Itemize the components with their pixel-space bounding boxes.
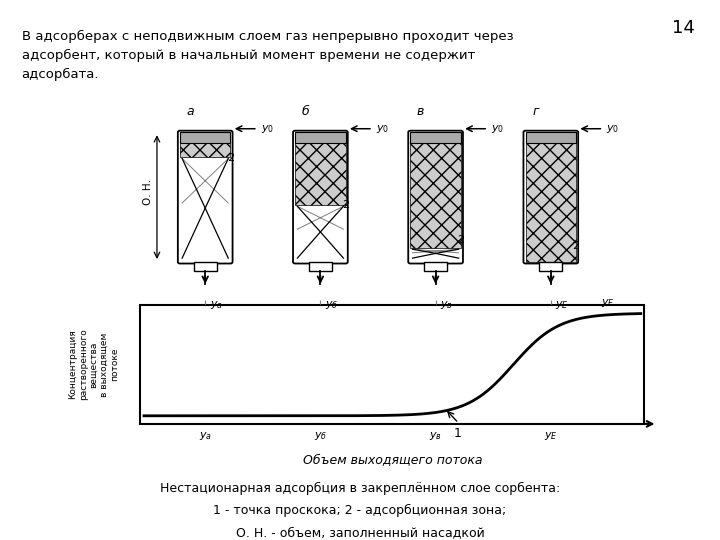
Text: 2: 2 (227, 153, 234, 163)
Text: 2: 2 (572, 241, 580, 251)
Text: 1: 1 (454, 428, 462, 441)
Bar (180, 132, 230, 143)
Bar (539, 262, 562, 271)
Text: 1 - точка проскока; 2 - адсорбционная зона;: 1 - точка проскока; 2 - адсорбционная зо… (213, 504, 507, 517)
Bar (526, 132, 576, 143)
Text: $y_a$: $y_a$ (210, 299, 222, 311)
Text: 14: 14 (672, 19, 695, 37)
Bar (410, 132, 461, 143)
Text: $y_E$: $y_E$ (601, 297, 615, 309)
Bar (295, 132, 346, 143)
FancyBboxPatch shape (178, 131, 233, 264)
Text: $y_б$: $y_б$ (325, 299, 338, 311)
Text: Объем выходящего потока: Объем выходящего потока (302, 454, 482, 467)
Bar (180, 143, 230, 157)
Bar (140, 305, 644, 424)
Text: $y_E$: $y_E$ (544, 430, 558, 442)
Text: $y_a$: $y_a$ (199, 430, 212, 442)
Text: адсорбата.: адсорбата. (22, 68, 99, 80)
Text: адсорбент, который в начальный момент времени не содержит: адсорбент, который в начальный момент вр… (22, 49, 475, 62)
Text: $y_в$: $y_в$ (440, 299, 453, 311)
Bar (295, 143, 346, 205)
Text: В адсорберах с неподвижным слоем газ непрерывно проходит через: В адсорберах с неподвижным слоем газ неп… (22, 30, 513, 43)
Bar (410, 143, 461, 248)
Bar (424, 262, 447, 271)
FancyBboxPatch shape (293, 131, 348, 264)
Bar (410, 132, 461, 143)
Text: Нестационарная адсорбция в закреплённом слое сорбента:: Нестационарная адсорбция в закреплённом … (160, 482, 560, 495)
Text: $y_0$: $y_0$ (261, 123, 274, 135)
Text: $y_Е$: $y_Е$ (555, 299, 569, 311)
Text: а: а (186, 105, 194, 118)
Bar (194, 262, 217, 271)
FancyBboxPatch shape (408, 131, 463, 264)
Text: в: в (417, 105, 424, 118)
Bar (180, 132, 230, 143)
FancyBboxPatch shape (523, 131, 578, 264)
Text: 2: 2 (342, 200, 349, 211)
Bar (309, 262, 332, 271)
Text: О. Н. - объем, заполненный насадкой: О. Н. - объем, заполненный насадкой (235, 526, 485, 539)
Text: $y_0$: $y_0$ (606, 123, 619, 135)
Text: б: б (302, 105, 309, 118)
Text: $y_0$: $y_0$ (491, 123, 504, 135)
Text: г: г (532, 105, 539, 118)
Bar (526, 132, 576, 143)
Text: 2: 2 (457, 235, 464, 245)
Bar (295, 132, 346, 143)
Text: $y_в$: $y_в$ (429, 430, 442, 442)
Text: $y_0$: $y_0$ (376, 123, 389, 135)
Text: Концентрация
растворенного
вещества
в выходящем
потоке: Концентрация растворенного вещества в вы… (68, 329, 119, 400)
Text: О. Н.: О. Н. (143, 179, 153, 205)
Text: $y_б$: $y_б$ (314, 430, 327, 442)
Bar (526, 143, 576, 262)
